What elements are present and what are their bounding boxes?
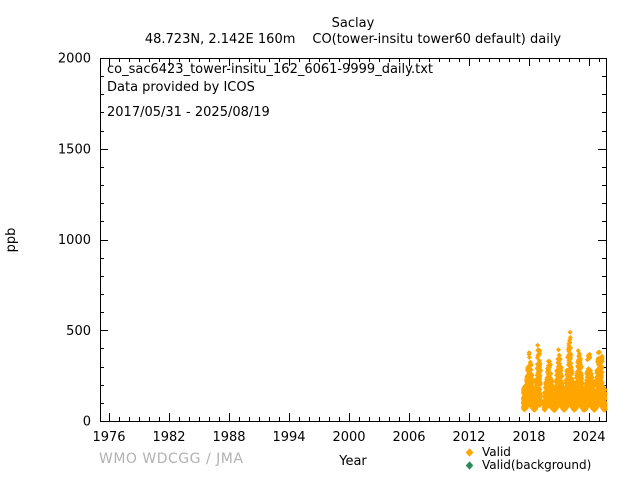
axis-ticks [100, 58, 606, 421]
chart-legend: Valid Valid(background) [464, 446, 591, 472]
data-period: 2017/05/31 - 2025/08/19 [107, 105, 270, 120]
data-provider: Data provided by ICOS [107, 80, 255, 95]
parameter-title: CO(tower-insitu tower60 default) daily [312, 32, 562, 47]
legend-item-valid-background: Valid(background) [464, 459, 591, 472]
chart-title-block: Saclay 48.723N, 2.142E 160m CO(tower-ins… [145, 16, 561, 48]
scatter-points-valid [520, 329, 608, 413]
x-tick-label: 1994 [272, 430, 305, 445]
x-tick-label: 2000 [332, 430, 365, 445]
valid-diamond-icon [465, 448, 474, 457]
legend-label-valid: Valid [482, 445, 511, 459]
x-tick-label: 2006 [392, 430, 425, 445]
y-tick-label: 1500 [58, 142, 91, 157]
x-tick-label: 1976 [92, 430, 125, 445]
y-tick-label: 0 [83, 415, 91, 430]
y-axis-label: ppb [4, 227, 19, 253]
valid-background-diamond-icon [465, 461, 474, 470]
wdcgg-credit: WMO WDCGG / JMA [99, 451, 244, 467]
x-tick-label: 2012 [452, 430, 485, 445]
x-tick-label: 1982 [152, 430, 185, 445]
x-axis-label: Year [339, 454, 367, 469]
station-location: 48.723N, 2.142E 160m [144, 32, 296, 47]
datafile-name: co_sac6423_tower-insitu_162_6061-9999_da… [107, 62, 434, 77]
y-tick-label: 2000 [58, 52, 91, 67]
legend-label-valid-background: Valid(background) [482, 458, 592, 472]
legend-item-valid: Valid [464, 446, 591, 459]
y-tick-label: 1000 [58, 233, 91, 248]
y-tick-label: 500 [66, 324, 91, 339]
x-tick-label: 2024 [572, 430, 605, 445]
data-annotation: co_sac6423_tower-insitu_162_6061-9999_da… [107, 61, 433, 122]
x-tick-label: 1988 [212, 430, 245, 445]
x-tick-label: 2018 [512, 430, 545, 445]
station-title: Saclay [331, 16, 375, 31]
